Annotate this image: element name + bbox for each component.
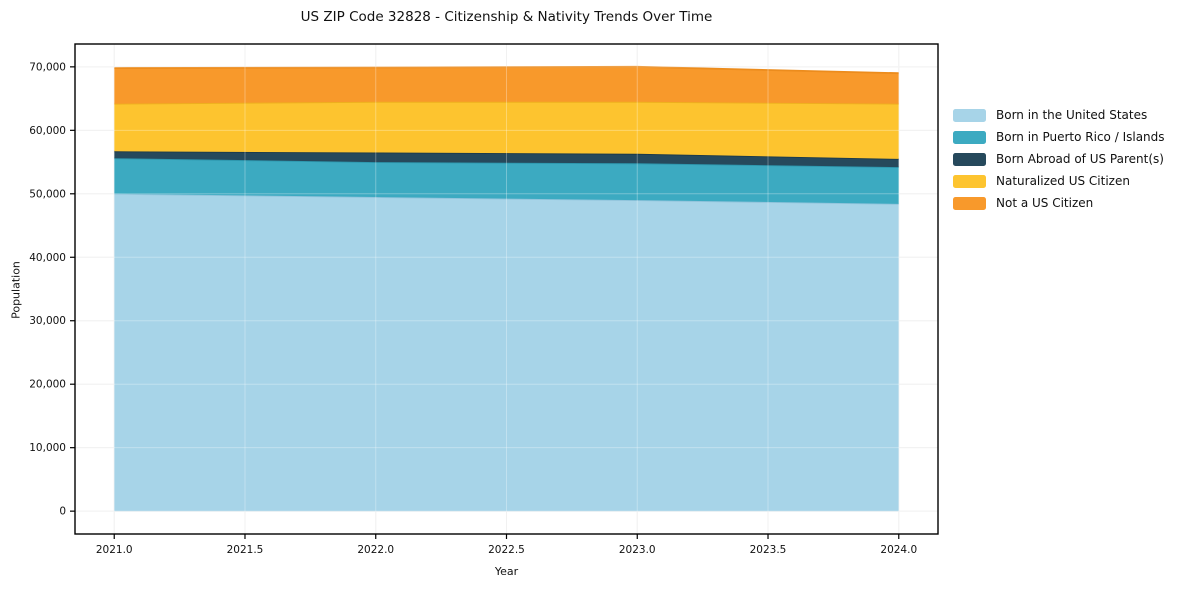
legend-label: Not a US Citizen — [996, 196, 1094, 210]
legend-label: Born in Puerto Rico / Islands — [996, 130, 1165, 144]
x-tick-label: 2023.0 — [619, 544, 656, 556]
legend-swatch — [953, 174, 986, 188]
legend-item-1: Born in the United States — [953, 104, 1165, 126]
gridlines-overlay — [75, 44, 938, 534]
x-tick-label: 2021.0 — [96, 544, 133, 556]
y-tick-label: 50,000 — [29, 188, 66, 200]
chart-title: US ZIP Code 32828 - Citizenship & Nativi… — [300, 9, 713, 25]
legend-label: Naturalized US Citizen — [996, 174, 1130, 188]
x-tick-label: 2024.0 — [880, 544, 917, 556]
x-tick-label: 2021.5 — [227, 544, 264, 556]
legend-item-4: Naturalized US Citizen — [953, 170, 1165, 192]
legend-item-5: Not a US Citizen — [953, 192, 1165, 214]
y-tick-label: 30,000 — [29, 315, 66, 327]
area-born-in-puerto-rico-islands — [114, 158, 899, 204]
y-tick-label: 40,000 — [29, 252, 66, 264]
legend-label: Born Abroad of US Parent(s) — [996, 152, 1164, 166]
x-tick-label: 2022.0 — [357, 544, 394, 556]
y-tick-label: 0 — [59, 506, 66, 518]
x-tick-label: 2023.5 — [750, 544, 787, 556]
legend-swatch — [953, 152, 986, 166]
area-naturalized-us-citizen — [114, 101, 899, 159]
legend-swatch — [953, 196, 986, 210]
area-edge-not-a-us-citizen — [114, 65, 899, 75]
y-tick-label: 10,000 — [29, 442, 66, 454]
legend-swatch — [953, 130, 986, 144]
area-born-in-the-united-states — [114, 193, 899, 512]
legend: Born in the United States Born in Puerto … — [953, 104, 1165, 214]
x-tick-label: 2022.5 — [488, 544, 525, 556]
legend-label: Born in the United States — [996, 108, 1148, 122]
y-tick-label: 20,000 — [29, 379, 66, 391]
y-tick-label: 70,000 — [29, 61, 66, 73]
area-not-a-us-citizen — [114, 66, 899, 104]
legend-swatch — [953, 108, 986, 122]
y-axis-label: Population — [9, 261, 23, 319]
x-axis-label: Year — [494, 565, 519, 578]
legend-item-2: Born in Puerto Rico / Islands — [953, 126, 1165, 148]
y-tick-label: 60,000 — [29, 125, 66, 137]
legend-item-3: Born Abroad of US Parent(s) — [953, 148, 1165, 170]
